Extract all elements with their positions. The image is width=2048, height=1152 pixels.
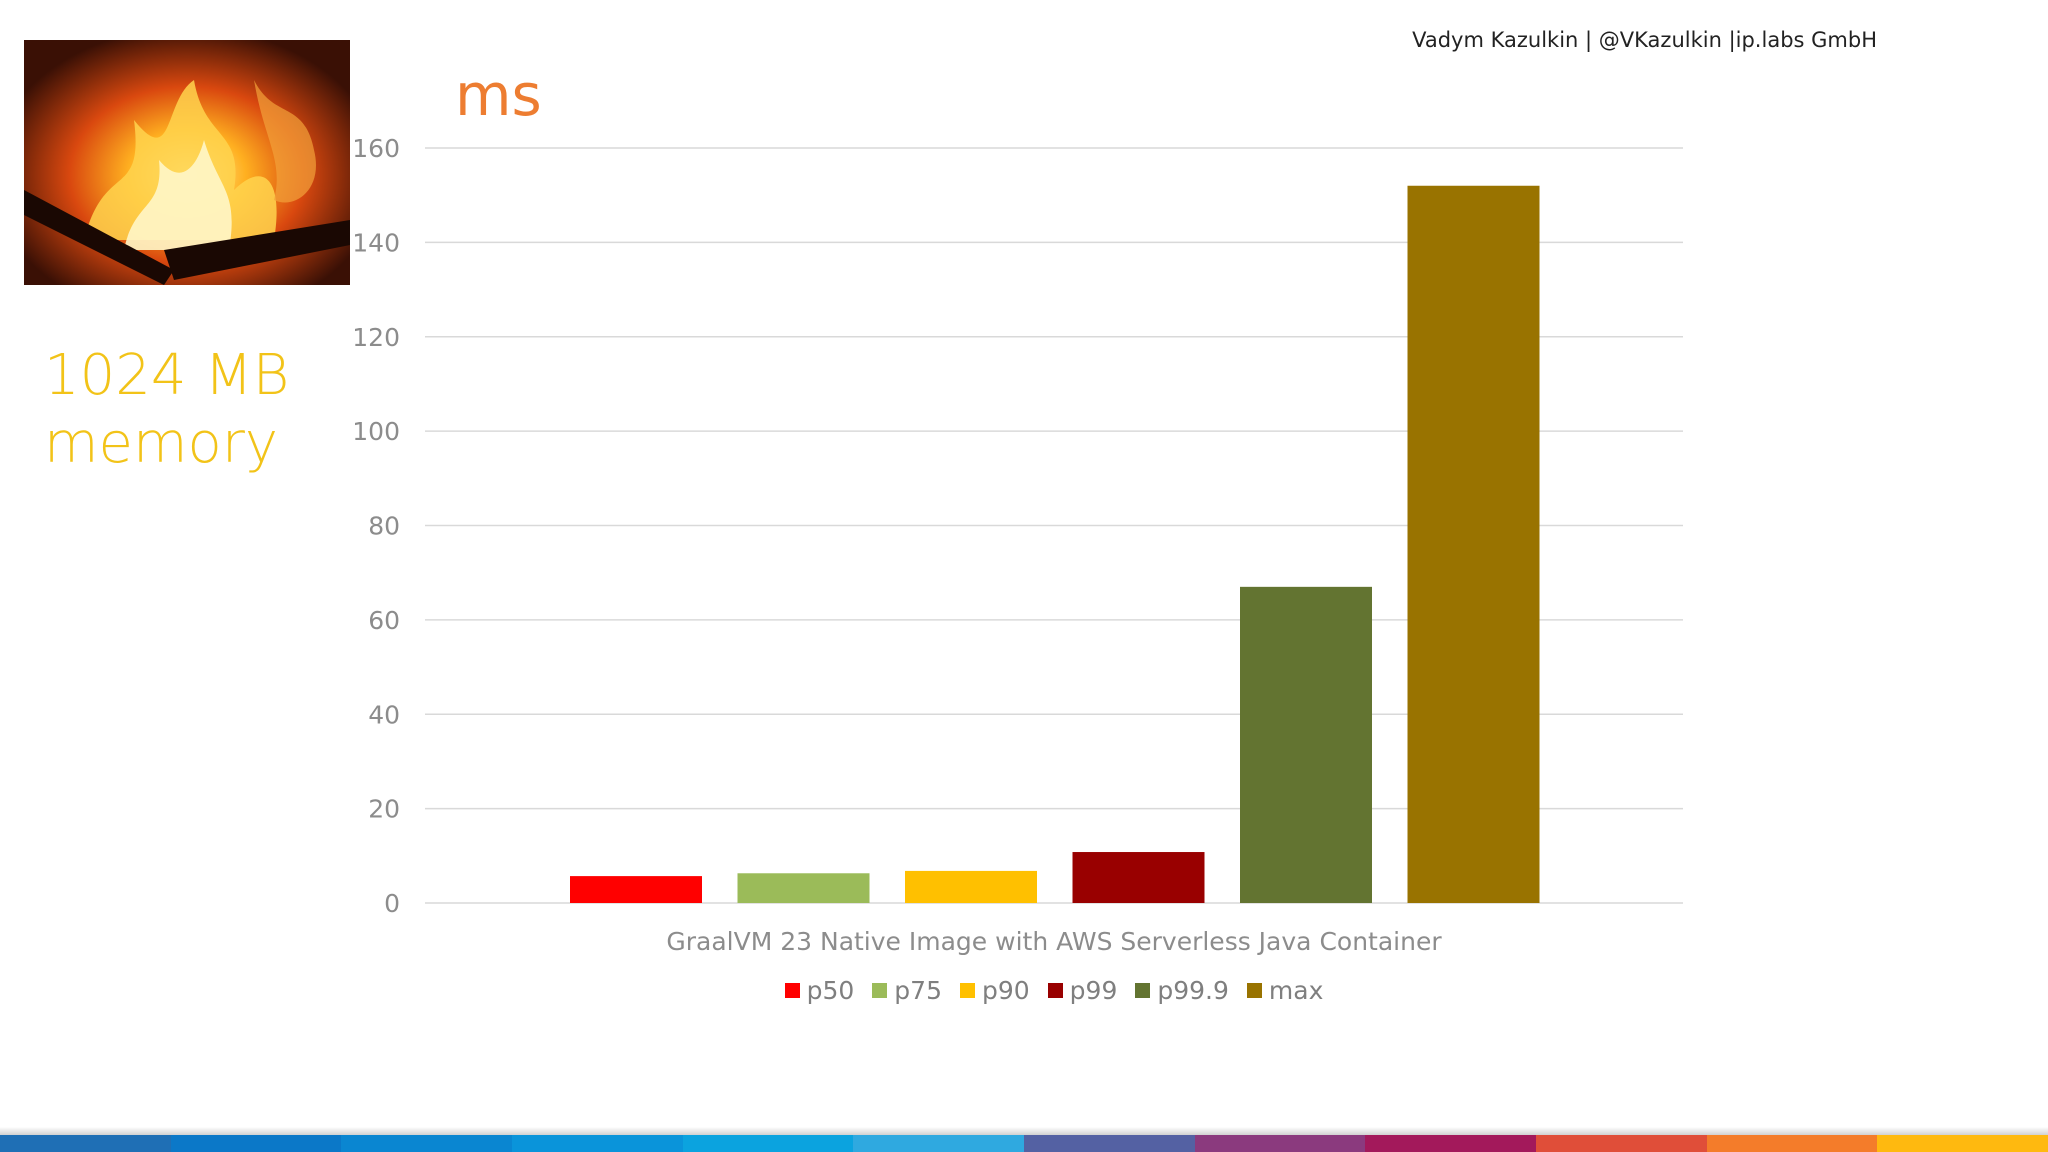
bar-max	[1407, 185, 1540, 903]
fire-image	[24, 40, 350, 285]
y-tick-label: 0	[384, 889, 400, 918]
memory-size: 1024 MB	[44, 343, 290, 408]
stripe-segment	[682, 1135, 854, 1152]
stripe-segment	[1536, 1135, 1707, 1152]
legend-swatch	[1135, 983, 1151, 998]
stripe-segment	[1365, 1135, 1537, 1152]
legend-label: max	[1268, 976, 1324, 1005]
y-tick-label: 60	[368, 606, 400, 635]
legend-item-p99.9: p99.9	[1135, 976, 1229, 1005]
legend-item-p99: p99	[1047, 976, 1118, 1005]
legend-item-max: max	[1246, 976, 1324, 1005]
y-tick-label: 100	[352, 417, 400, 446]
bar-p99.9	[1240, 586, 1372, 903]
stripe-segment	[853, 1135, 1025, 1152]
stripe-segment	[512, 1135, 683, 1152]
chart-legend: p50 p75 p90 p99 p99.9 max	[0, 976, 2048, 1005]
stripe-segment	[0, 1135, 171, 1152]
legend-swatch	[1047, 983, 1063, 998]
stripe-shadow	[0, 1127, 2048, 1135]
memory-word: memory	[44, 411, 278, 476]
bar-p99	[1072, 852, 1205, 903]
y-tick-label: 120	[352, 323, 400, 352]
y-tick-label: 40	[368, 700, 400, 729]
stripe-segment	[1706, 1135, 1878, 1152]
y-axis-unit: ms	[455, 61, 542, 129]
y-tick-label: 80	[368, 512, 400, 541]
legend-label: p50	[806, 976, 855, 1005]
y-tick-label: 160	[352, 134, 400, 163]
memory-label: 1024 MB memory	[44, 342, 289, 478]
stripe-segment	[1024, 1135, 1195, 1152]
bar-p50	[570, 876, 702, 903]
stripe-segment	[1877, 1135, 2048, 1152]
legend-label: p75	[894, 976, 942, 1005]
bar-p75	[737, 873, 870, 903]
legend-label: p99	[1069, 976, 1118, 1005]
legend-item-p50: p50	[784, 976, 855, 1005]
stripe-segment	[170, 1135, 342, 1152]
bottom-color-stripe	[0, 1135, 2048, 1152]
x-axis-label: GraalVM 23 Native Image with AWS Serverl…	[666, 927, 1442, 956]
bar-p90	[905, 870, 1037, 903]
stripe-segment	[341, 1135, 513, 1152]
legend-swatch	[784, 983, 800, 998]
legend-item-p75: p75	[872, 976, 942, 1005]
author-credit: Vadym Kazulkin | @VKazulkin |ip.labs Gmb…	[1412, 28, 1877, 52]
fire-photo	[24, 40, 350, 285]
legend-swatch	[1246, 983, 1262, 998]
legend-item-p90: p90	[959, 976, 1030, 1005]
y-tick-label: 140	[352, 228, 400, 257]
stripe-segment	[1194, 1135, 1366, 1152]
y-tick-label: 20	[368, 795, 400, 824]
legend-swatch	[872, 983, 888, 998]
legend-swatch	[959, 983, 975, 998]
legend-label: p99.9	[1157, 976, 1229, 1005]
legend-label: p90	[981, 976, 1030, 1005]
